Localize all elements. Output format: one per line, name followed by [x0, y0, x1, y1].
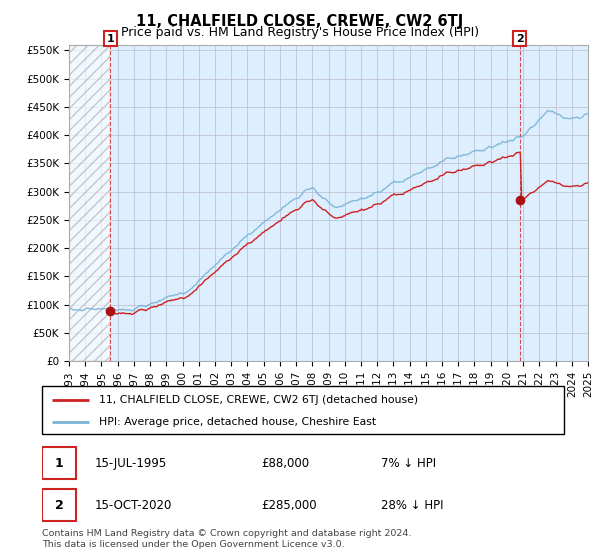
FancyBboxPatch shape: [42, 386, 564, 434]
Text: £285,000: £285,000: [261, 498, 317, 512]
Text: 7% ↓ HPI: 7% ↓ HPI: [382, 456, 436, 470]
Text: 28% ↓ HPI: 28% ↓ HPI: [382, 498, 444, 512]
Text: 15-OCT-2020: 15-OCT-2020: [94, 498, 172, 512]
Text: 15-JUL-1995: 15-JUL-1995: [94, 456, 166, 470]
Text: 11, CHALFIELD CLOSE, CREWE, CW2 6TJ: 11, CHALFIELD CLOSE, CREWE, CW2 6TJ: [136, 14, 464, 29]
Text: 1: 1: [106, 34, 114, 44]
Text: 1: 1: [55, 456, 64, 470]
Text: £88,000: £88,000: [261, 456, 310, 470]
Bar: [69, 45, 110, 361]
Text: 2: 2: [516, 34, 524, 44]
Text: 2: 2: [55, 498, 64, 512]
Text: Price paid vs. HM Land Registry's House Price Index (HPI): Price paid vs. HM Land Registry's House …: [121, 26, 479, 39]
FancyBboxPatch shape: [42, 489, 76, 521]
Text: 11, CHALFIELD CLOSE, CREWE, CW2 6TJ (detached house): 11, CHALFIELD CLOSE, CREWE, CW2 6TJ (det…: [100, 395, 419, 405]
Text: HPI: Average price, detached house, Cheshire East: HPI: Average price, detached house, Ches…: [100, 417, 377, 427]
FancyBboxPatch shape: [42, 447, 76, 479]
Bar: [69, 45, 110, 361]
Text: Contains HM Land Registry data © Crown copyright and database right 2024.
This d: Contains HM Land Registry data © Crown c…: [42, 529, 412, 549]
